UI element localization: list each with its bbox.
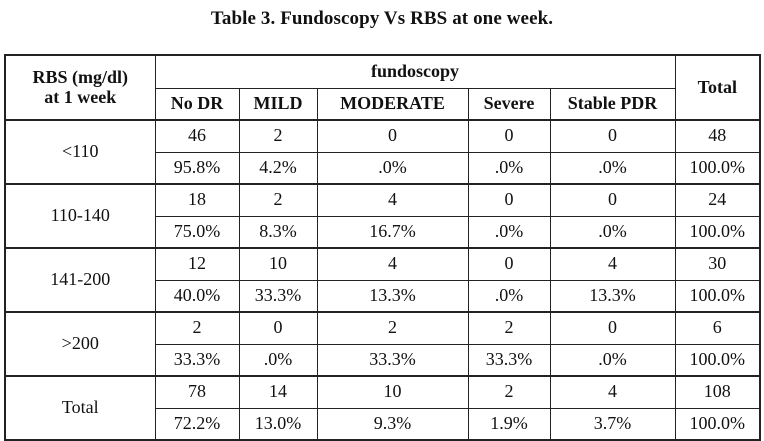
count-cell: 0: [549, 183, 676, 217]
row-label: >200: [4, 311, 156, 377]
rbs-header-line1: RBS (mg/dl): [32, 66, 128, 87]
percent-cell: 33.3%: [154, 343, 240, 377]
column-header-no-dr: No DR: [154, 87, 240, 121]
row-label: 110-140: [4, 183, 156, 249]
percent-cell: 4.2%: [238, 151, 318, 185]
count-cell: 12: [154, 247, 240, 281]
total-column-header: Total: [674, 54, 761, 121]
count-cell: 18: [154, 183, 240, 217]
table-row-percents: 72.2% 13.0% 9.3% 1.9% 3.7% 100.0%: [5, 407, 761, 441]
percent-cell: 33.3%: [316, 343, 469, 377]
fundoscopy-group-header: fundoscopy: [154, 54, 676, 89]
table-row-counts: Total 78 14 10 2 4 108: [4, 375, 761, 441]
count-cell: 2: [316, 311, 469, 345]
row-total-percent: 100.0%: [674, 343, 761, 377]
row-total-percent: 100.0%: [674, 151, 761, 185]
count-cell: 4: [316, 183, 469, 217]
count-cell: 2: [467, 311, 551, 345]
percent-cell: 75.0%: [154, 215, 240, 249]
column-header-moderate: MODERATE: [316, 87, 469, 121]
table-row-counts: >200 2 0 2 2 0 6: [4, 311, 761, 377]
percent-cell: 72.2%: [154, 407, 240, 441]
percent-cell: 9.3%: [316, 407, 469, 441]
count-cell: 4: [549, 375, 676, 409]
count-cell: 0: [467, 247, 551, 281]
percent-cell: .0%: [549, 343, 676, 377]
percent-cell: .0%: [467, 215, 551, 249]
percent-cell: 33.3%: [238, 279, 318, 313]
column-header-mild: MILD: [238, 87, 318, 121]
count-cell: 2: [238, 183, 318, 217]
percent-cell: 16.7%: [316, 215, 469, 249]
count-cell: 2: [154, 311, 240, 345]
column-header-severe: Severe: [467, 87, 551, 121]
row-total-count: 30: [674, 247, 761, 281]
count-cell: 0: [467, 183, 551, 217]
rbs-header-cell: RBS (mg/dl) at 1 week: [4, 54, 156, 121]
count-cell: 0: [316, 119, 469, 153]
table-row-percents: 40.0% 33.3% 13.3% .0% 13.3% 100.0%: [5, 279, 761, 313]
percent-cell: 13.3%: [549, 279, 676, 313]
table-caption: Table 3. Fundoscopy Vs RBS at one week.: [210, 8, 554, 29]
count-cell: 4: [316, 247, 469, 281]
row-label: Total: [4, 375, 156, 441]
percent-cell: .0%: [467, 151, 551, 185]
count-cell: 10: [238, 247, 318, 281]
percent-cell: 8.3%: [238, 215, 318, 249]
percent-cell: .0%: [549, 151, 676, 185]
table-row-counts: <110 46 2 0 0 0 48: [4, 119, 761, 185]
row-label: <110: [4, 119, 156, 185]
table-row-counts: 110-140 18 2 4 0 0 24: [4, 183, 761, 249]
row-total-count: 6: [674, 311, 761, 345]
table-row-percents: 95.8% 4.2% .0% .0% .0% 100.0%: [5, 151, 761, 185]
row-total-count: 108: [674, 375, 761, 409]
table-row-counts: 141-200 12 10 4 0 4 30: [4, 247, 761, 313]
fundoscopy-rbs-table: RBS (mg/dl) at 1 week fundoscopy Total N…: [4, 54, 762, 441]
percent-cell: .0%: [467, 279, 551, 313]
percent-cell: 1.9%: [467, 407, 551, 441]
count-cell: 2: [467, 375, 551, 409]
percent-cell: 33.3%: [467, 343, 551, 377]
rbs-header-line2: at 1 week: [44, 86, 117, 107]
percent-cell: 3.7%: [549, 407, 676, 441]
count-cell: 46: [154, 119, 240, 153]
percent-cell: .0%: [316, 151, 469, 185]
percent-cell: 13.3%: [316, 279, 469, 313]
count-cell: 0: [467, 119, 551, 153]
percent-cell: .0%: [549, 215, 676, 249]
count-cell: 14: [238, 375, 318, 409]
percent-cell: 95.8%: [154, 151, 240, 185]
count-cell: 4: [549, 247, 676, 281]
row-total-percent: 100.0%: [674, 279, 761, 313]
row-total-percent: 100.0%: [674, 407, 761, 441]
row-total-percent: 100.0%: [674, 215, 761, 249]
percent-cell: 40.0%: [154, 279, 240, 313]
percent-cell: 13.0%: [238, 407, 318, 441]
column-header-stable-pdr: Stable PDR: [549, 87, 676, 121]
percent-cell: .0%: [238, 343, 318, 377]
count-cell: 0: [238, 311, 318, 345]
count-cell: 10: [316, 375, 469, 409]
row-total-count: 24: [674, 183, 761, 217]
table-body: <110 46 2 0 0 0 48 95.8% 4.2% .0% .0% .0% 100.0% 110-…: [4, 119, 761, 441]
count-cell: 2: [238, 119, 318, 153]
count-cell: 0: [549, 119, 676, 153]
table-row-percents: 75.0% 8.3% 16.7% .0% .0% 100.0%: [5, 215, 761, 249]
count-cell: 78: [154, 375, 240, 409]
row-total-count: 48: [674, 119, 761, 153]
row-label: 141-200: [4, 247, 156, 313]
table-row-percents: 33.3% .0% 33.3% 33.3% .0% 100.0%: [5, 343, 761, 377]
count-cell: 0: [549, 311, 676, 345]
